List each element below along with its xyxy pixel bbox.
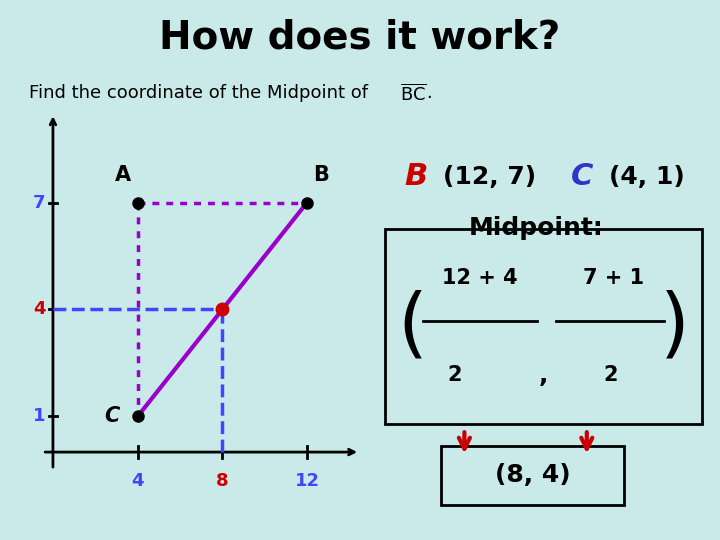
Text: 2: 2 — [448, 365, 462, 386]
Text: 12 + 4: 12 + 4 — [442, 268, 518, 288]
Text: 4: 4 — [131, 471, 144, 490]
Text: B: B — [313, 165, 329, 185]
Text: (4, 1): (4, 1) — [609, 165, 685, 189]
Text: A: A — [115, 165, 131, 185]
Text: (8, 4): (8, 4) — [495, 463, 570, 487]
Text: C: C — [571, 163, 593, 191]
Text: 7: 7 — [33, 193, 45, 212]
Text: (12, 7): (12, 7) — [443, 165, 536, 189]
Text: Find the coordinate of the Midpoint of: Find the coordinate of the Midpoint of — [29, 84, 374, 102]
Text: 1: 1 — [33, 407, 45, 426]
Text: 12: 12 — [294, 471, 320, 490]
Text: How does it work?: How does it work? — [159, 19, 561, 57]
Text: 4: 4 — [33, 300, 45, 319]
Text: B: B — [405, 163, 428, 191]
Text: (: ( — [398, 289, 428, 364]
Text: ): ) — [660, 289, 689, 364]
Text: 2: 2 — [603, 365, 617, 386]
Text: Midpoint:: Midpoint: — [469, 216, 604, 240]
Text: C: C — [104, 407, 120, 427]
Text: 7 + 1: 7 + 1 — [582, 268, 644, 288]
Text: ,: , — [539, 363, 549, 387]
Text: .: . — [426, 84, 432, 102]
Text: $\overline{\rm BC}$: $\overline{\rm BC}$ — [400, 84, 426, 104]
Text: 8: 8 — [216, 471, 229, 490]
